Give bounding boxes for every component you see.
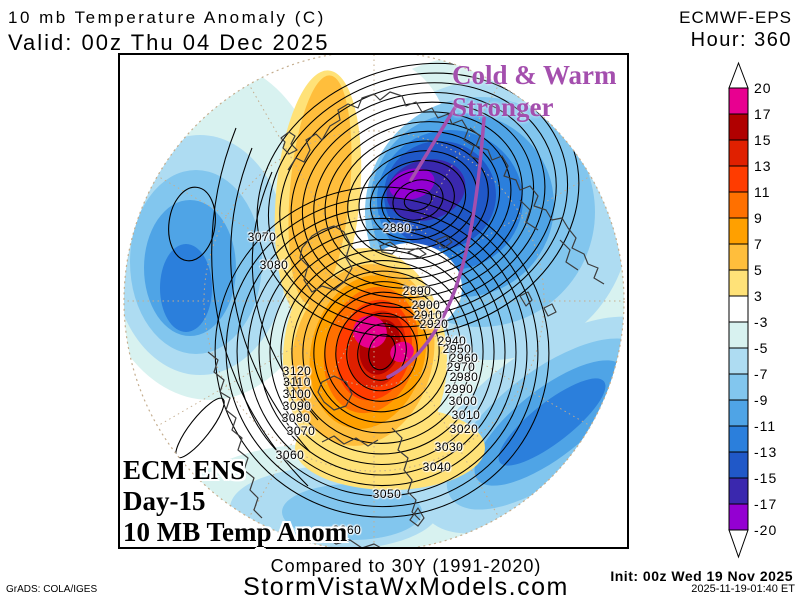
colorbar-segment xyxy=(728,503,749,531)
colorbar-segment xyxy=(728,165,749,193)
contour-label: 2920 xyxy=(419,317,449,331)
colorbar-tick-label: -3 xyxy=(754,314,769,330)
colorbar-segment xyxy=(728,217,749,245)
colorbar-tick-label: 15 xyxy=(754,132,772,148)
colorbar-segment xyxy=(728,87,749,115)
contour-label: 3060 xyxy=(332,523,362,537)
contour-label: 3080 xyxy=(259,258,289,272)
annotation-line1: Cold & Warm xyxy=(452,60,617,90)
contour-label: 2980 xyxy=(449,370,479,384)
contour-label: 3110 xyxy=(283,375,311,389)
colorbar-tick-label: 17 xyxy=(754,106,772,122)
contour-label: 2890 xyxy=(402,284,432,298)
colorbar-tick-label: -15 xyxy=(754,470,778,486)
contour-label: 3100 xyxy=(282,387,312,401)
overlay-field-label: 10 MB Temp Anom xyxy=(123,517,348,547)
contour-label: 3020 xyxy=(449,422,479,436)
colorbar-tick-label: -20 xyxy=(754,522,778,538)
colorbar-segment xyxy=(728,113,749,141)
contour-label: 2970 xyxy=(446,360,476,374)
contour-label: 3120 xyxy=(282,364,312,378)
contour-label: 3010 xyxy=(451,408,481,422)
annotation-line2: Stronger xyxy=(452,92,554,122)
creation-timestamp: 2025-11-19-01:40 ET xyxy=(691,583,795,595)
colorbar-tick-label: 11 xyxy=(754,184,771,200)
colorbar-segment xyxy=(728,139,749,167)
contour-label: 2910 xyxy=(413,308,443,322)
contour-label: 3000 xyxy=(448,394,478,408)
overlay-day-label: Day-15 xyxy=(123,486,206,516)
contour-label: 2990 xyxy=(444,382,474,396)
contour-label: 3070 xyxy=(247,230,277,244)
colorbar-segment xyxy=(728,321,749,349)
site-watermark: StormVistaWxModels.com xyxy=(243,573,569,600)
height-contours xyxy=(214,62,580,518)
colorbar-tick-label: -5 xyxy=(754,340,769,356)
polar-disc xyxy=(124,54,624,548)
colorbar-segment xyxy=(728,399,749,427)
disc-edge xyxy=(123,54,625,548)
colorbar-segment xyxy=(728,451,749,479)
colorbar-segment xyxy=(728,243,749,271)
colorbar-segments xyxy=(728,87,749,531)
colorbar-tick-label: 13 xyxy=(754,158,772,174)
colorbar-segment xyxy=(728,425,749,453)
colorbar-tick-label: -7 xyxy=(754,366,769,382)
coastlines xyxy=(207,91,605,548)
colorbar-tick-label: 9 xyxy=(754,210,763,226)
climatology-note: Compared to 30Y (1991-2020) xyxy=(270,556,542,576)
contour-label: 3080 xyxy=(281,411,311,425)
colorbar-tick-label: 7 xyxy=(754,236,763,252)
map-frame-area xyxy=(123,54,625,548)
colorbar-tick-label: 3 xyxy=(754,288,763,304)
colorbar-tick-label: 5 xyxy=(754,262,763,278)
colorbar-segment xyxy=(728,191,749,219)
page-title: 10 mb Temperature Anomaly (C) xyxy=(8,8,326,27)
contour-label: 2900 xyxy=(411,298,441,312)
model-name: ECMWF-EPS xyxy=(679,8,792,27)
contour-label: 2960 xyxy=(449,351,479,365)
colorbar-segment xyxy=(728,269,749,297)
colorbar-segment xyxy=(728,295,749,323)
annotation-pointer-lines xyxy=(386,104,486,379)
graticule xyxy=(124,54,624,548)
outer-contour-arcs xyxy=(211,127,319,487)
grads-credit: GrADS: COLA/IGES xyxy=(6,584,98,595)
contour-label: 3030 xyxy=(434,440,464,454)
contour-label: 3050 xyxy=(372,487,402,501)
colorbar-up-arrow xyxy=(728,61,749,89)
contour-label: 3040 xyxy=(422,460,452,474)
colorbar-tick-label: -9 xyxy=(754,392,769,408)
colorbar-segment xyxy=(728,373,749,401)
contour-label: 2940 xyxy=(437,334,467,348)
colorbar-tick-label: 20 xyxy=(754,80,772,96)
valid-time: Valid: 00z Thu 04 Dec 2025 xyxy=(8,30,330,55)
colorbar-segment xyxy=(728,477,749,505)
contour-label: 2880 xyxy=(382,221,412,235)
forecast-hour: Hour: 360 xyxy=(690,29,792,51)
colorbar-segment xyxy=(728,347,749,375)
overlay-model-label: ECM ENS xyxy=(123,455,246,485)
map-frame xyxy=(118,53,629,549)
contour-label: 3060 xyxy=(275,448,305,462)
contour-label: 3070 xyxy=(286,424,316,438)
colorbar xyxy=(728,61,749,559)
init-time: Init: 00z Wed 19 Nov 2025 xyxy=(610,568,793,584)
colorbar-tick-label: -17 xyxy=(754,496,778,512)
colorbar-tick-label: -13 xyxy=(754,444,778,460)
colorbar-down-arrow xyxy=(728,529,749,559)
contour-label: 3090 xyxy=(282,399,312,413)
contour-label: 2950 xyxy=(442,342,472,356)
colorbar-tick-label: -11 xyxy=(754,418,777,434)
